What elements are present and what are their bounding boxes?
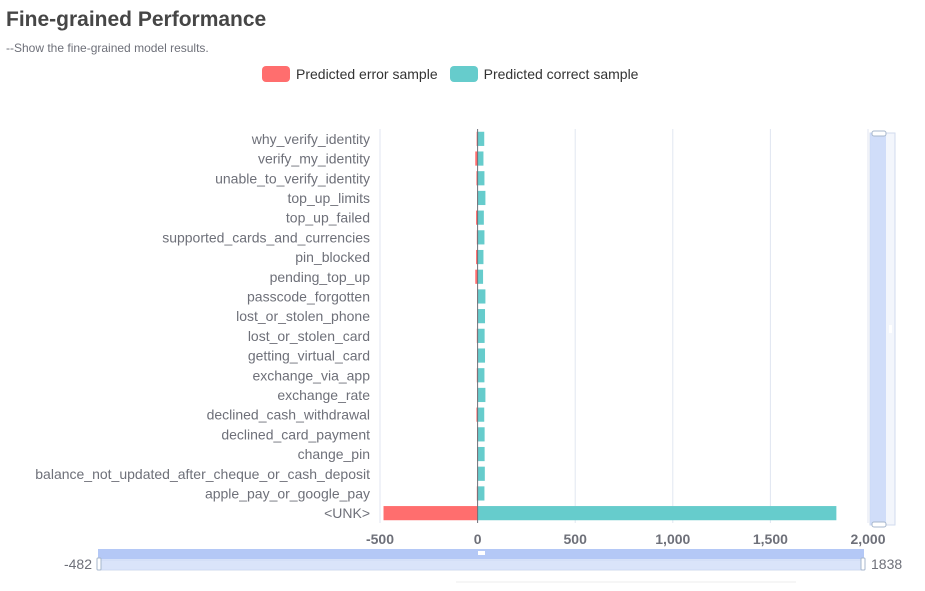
bar-correct[interactable] bbox=[477, 171, 485, 186]
bar-correct[interactable] bbox=[477, 289, 486, 304]
bar-correct[interactable] bbox=[477, 348, 486, 363]
x-tick-label: 500 bbox=[564, 531, 588, 547]
x-tick-label: -500 bbox=[366, 531, 394, 547]
bar-error[interactable] bbox=[476, 249, 478, 265]
x-datazoom-window[interactable] bbox=[98, 559, 864, 570]
bar-correct[interactable] bbox=[477, 506, 837, 521]
y-datazoom-handle-top[interactable] bbox=[871, 130, 887, 137]
category-label: <UNK> bbox=[324, 505, 370, 521]
category-label: passcode_forgotten bbox=[247, 288, 370, 304]
x-tick-label: 0 bbox=[474, 531, 482, 547]
y-datazoom-grip[interactable] bbox=[889, 325, 892, 333]
y-datazoom-window[interactable] bbox=[870, 133, 886, 525]
bar-correct[interactable] bbox=[477, 466, 485, 481]
legend-item-error[interactable]: Predicted error sample bbox=[262, 66, 438, 82]
bar-correct[interactable] bbox=[477, 190, 486, 206]
category-label: pin_blocked bbox=[295, 249, 370, 265]
bar-correct[interactable] bbox=[477, 269, 484, 284]
category-label: exchange_via_app bbox=[252, 367, 370, 383]
bar-correct[interactable] bbox=[477, 249, 484, 265]
category-label: top_up_limits bbox=[288, 190, 371, 206]
x-datazoom-start-label: -482 bbox=[64, 556, 92, 572]
category-label: pending_top_up bbox=[270, 269, 371, 285]
category-label: exchange_rate bbox=[277, 387, 370, 403]
category-label: lost_or_stolen_phone bbox=[236, 308, 370, 324]
chart-title: Fine-grained Performance bbox=[6, 8, 267, 31]
x-tick-label: 1,500 bbox=[753, 531, 788, 547]
category-label: apple_pay_or_google_pay bbox=[205, 485, 370, 501]
bar-error[interactable] bbox=[383, 506, 478, 521]
x-datazoom-end-label: 1838 bbox=[871, 556, 902, 572]
bar-correct[interactable] bbox=[477, 427, 485, 442]
y-datazoom-handle-bottom[interactable] bbox=[871, 521, 887, 528]
legend-swatch-correct bbox=[449, 66, 478, 82]
x-datazoom-handle-left[interactable] bbox=[96, 557, 102, 571]
x-datazoom-handle-right[interactable] bbox=[860, 557, 866, 571]
bar-correct[interactable] bbox=[477, 368, 485, 383]
category-label: balance_not_updated_after_cheque_or_cash… bbox=[35, 466, 370, 482]
legend-label-error: Predicted error sample bbox=[296, 66, 438, 82]
category-label: change_pin bbox=[298, 446, 370, 462]
category-label: why_verify_identity bbox=[251, 131, 370, 147]
category-label: top_up_failed bbox=[286, 210, 370, 226]
chart-subtitle: --Show the fine-grained model results. bbox=[6, 41, 209, 55]
category-label: verify_my_identity bbox=[258, 151, 370, 167]
bar-correct[interactable] bbox=[477, 230, 485, 245]
bar-correct[interactable] bbox=[477, 309, 486, 324]
bar-error[interactable] bbox=[475, 151, 478, 166]
category-label: unable_to_verify_identity bbox=[215, 170, 370, 186]
legend-swatch-error bbox=[262, 66, 290, 82]
bar-correct[interactable] bbox=[477, 151, 484, 166]
bar-error[interactable] bbox=[475, 269, 478, 284]
bar-error[interactable] bbox=[476, 210, 478, 225]
bar-correct[interactable] bbox=[477, 486, 485, 501]
bar-correct[interactable] bbox=[477, 210, 484, 225]
bar-correct[interactable] bbox=[477, 407, 485, 422]
category-label: declined_card_payment bbox=[221, 426, 370, 442]
category-label: supported_cards_and_currencies bbox=[162, 229, 370, 245]
legend-label-correct: Predicted correct sample bbox=[483, 66, 639, 82]
bar-correct[interactable] bbox=[477, 131, 485, 146]
bar-correct[interactable] bbox=[477, 387, 486, 403]
x-tick-label: 2,000 bbox=[850, 531, 885, 547]
bar-error[interactable] bbox=[476, 171, 478, 186]
bar-error[interactable] bbox=[476, 407, 478, 422]
x-datazoom-grip[interactable] bbox=[478, 551, 485, 555]
x-tick-label: 1,000 bbox=[655, 531, 690, 547]
category-label: getting_virtual_card bbox=[248, 348, 370, 364]
legend: Predicted error sample Predicted correct… bbox=[262, 66, 650, 82]
category-label: lost_or_stolen_card bbox=[248, 328, 370, 344]
legend-item-correct[interactable]: Predicted correct sample bbox=[449, 66, 639, 82]
bar-correct[interactable] bbox=[477, 446, 485, 462]
category-label: declined_cash_withdrawal bbox=[207, 407, 370, 423]
bar-correct[interactable] bbox=[477, 328, 485, 343]
